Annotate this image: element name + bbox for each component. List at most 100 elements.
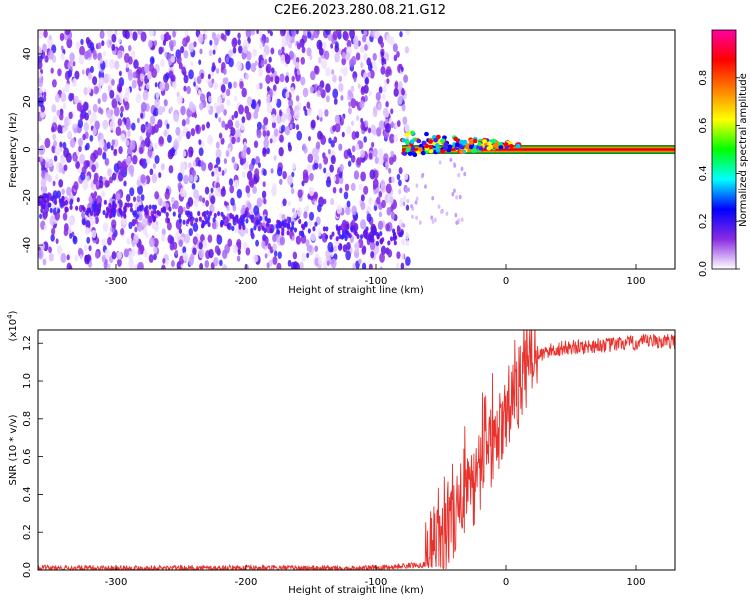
- spectrogram-noise-blob: [226, 30, 231, 36]
- spectrogram-noise-blob: [346, 95, 350, 101]
- spectrogram-noise-blob: [218, 116, 222, 123]
- spectrogram-noise-blob: [233, 110, 239, 119]
- spectrogram-noise-blob: [371, 60, 376, 68]
- spectrogram-noise-blob: [76, 197, 80, 203]
- spectrogram-noise-blob: [263, 138, 270, 149]
- spectrogram-noise-blob: [38, 60, 43, 70]
- signal-blob: [460, 166, 464, 172]
- spectrogram-noise-blob: [103, 199, 107, 205]
- spectrogram-noise-blob: [168, 165, 174, 174]
- spectrogram-noise-blob: [396, 251, 401, 260]
- spectrogram-noise-blob: [306, 163, 313, 174]
- spectrogram-noise-blob: [158, 46, 163, 55]
- spectrogram-noise-blob: [235, 120, 240, 129]
- spectrogram-noise-blob: [257, 162, 261, 168]
- signal-blob: [409, 139, 415, 144]
- spectrogram-noise-blob: [118, 70, 122, 77]
- spectrogram-noise-blob: [132, 31, 138, 41]
- spectrogram-noise-blob: [241, 217, 245, 223]
- spectrogram-noise-blob: [301, 232, 305, 238]
- spectrogram-noise-blob: [355, 143, 360, 152]
- spectrogram-noise-blob: [327, 148, 331, 155]
- spectrogram-noise-blob: [372, 52, 377, 61]
- spectrogram-noise-blob: [181, 119, 186, 127]
- spectrogram-noise-blob: [140, 123, 146, 133]
- spectrogram-noise-blob: [40, 177, 47, 188]
- spectrogram-noise-blob: [126, 202, 131, 208]
- spectrogram-noise-blob: [376, 196, 381, 205]
- spectrogram-noise-blob: [68, 118, 72, 125]
- spectrogram-noise-blob: [115, 126, 122, 137]
- spectrogram-noise-blob: [51, 79, 57, 88]
- spectrogram-noise-blob: [200, 160, 204, 167]
- spectrogram-noise-blob: [218, 166, 222, 172]
- spectrogram-noise-blob: [363, 185, 369, 195]
- spectrogram-noise-blob: [140, 174, 146, 184]
- signal-blob: [459, 149, 464, 154]
- spectrogram-noise-blob: [375, 240, 380, 247]
- spectrogram-noise-blob: [54, 211, 60, 221]
- spectrogram-noise-blob: [202, 239, 208, 249]
- spectrogram-noise-blob: [60, 45, 64, 51]
- spectrogram-noise-blob: [131, 79, 137, 89]
- spectrogram-noise-blob: [188, 42, 195, 53]
- spectrogram-noise-blob: [317, 229, 322, 237]
- spectrogram-noise-blob: [363, 136, 367, 143]
- spectrogram-noise-blob: [153, 245, 158, 254]
- spectrogram-noise-blob: [132, 71, 137, 79]
- spectrogram-noise-blob: [98, 202, 102, 208]
- snr-x-tick-label: -300: [105, 577, 128, 588]
- signal-blob: [451, 192, 455, 197]
- spectrogram-noise-blob: [129, 207, 134, 213]
- spectrogram-noise-blob: [89, 134, 94, 142]
- spectrogram-noise-blob: [87, 109, 92, 116]
- spectrogram-noise-blob: [178, 239, 183, 247]
- spectrogram-noise-blob: [154, 142, 158, 150]
- spectrogram-noise-blob: [108, 39, 112, 46]
- spectrogram-noise-blob: [393, 87, 399, 97]
- spectrogram-noise-blob: [129, 187, 135, 197]
- spectrogram-noise-blob: [232, 243, 238, 254]
- spectrogram-noise-blob: [270, 47, 275, 55]
- signal-blob: [421, 140, 427, 146]
- spectrogram-noise-blob: [341, 116, 345, 122]
- signal-blob: [487, 141, 492, 146]
- spectrogram-noise-blob: [291, 221, 295, 227]
- spectrogram-noise-blob: [199, 48, 203, 55]
- spectrogram-noise-blob: [369, 169, 376, 180]
- spectrogram-noise-blob: [262, 168, 267, 176]
- spectrogram-noise-blob: [236, 60, 243, 71]
- spectrogram-noise-blob: [232, 204, 237, 212]
- spectrogram-noise-blob: [368, 197, 373, 205]
- spectrogram-noise-blob: [111, 233, 116, 241]
- spectrogram-noise-blob: [170, 260, 175, 268]
- spectrogram-noise-blob: [177, 213, 182, 219]
- spectrogram-noise-blob: [85, 36, 90, 45]
- spectrogram-noise-blob: [361, 262, 367, 269]
- spectrogram-noise-blob: [195, 124, 200, 132]
- spectrogram-noise-blob: [103, 261, 108, 269]
- spectrogram-noise-blob: [378, 242, 382, 250]
- spectrogram-noise-blob: [272, 183, 277, 192]
- spectrogram-noise-blob: [256, 30, 260, 35]
- spectrogram-noise-blob: [70, 92, 75, 100]
- spectrogram-noise-blob: [154, 82, 158, 88]
- spectrogram-noise-blob: [140, 101, 147, 112]
- spectrogram-noise-blob: [73, 155, 77, 162]
- spectrogram-noise-blob: [333, 245, 338, 252]
- spectrogram-noise-blob: [350, 182, 356, 192]
- signal-blob: [401, 138, 407, 143]
- signal-blob: [434, 143, 440, 148]
- spectrogram-noise-blob: [385, 101, 389, 108]
- spectrogram-noise-blob: [387, 240, 391, 246]
- snr-y-tick-label: 0.0: [22, 562, 33, 578]
- spectrogram-noise-blob: [398, 167, 403, 175]
- spectrogram-noise-blob: [282, 171, 287, 180]
- spectrogram-noise-blob: [400, 66, 404, 72]
- spectrogram-noise-blob: [60, 92, 67, 103]
- signal-blob: [472, 138, 478, 144]
- signal-blob: [405, 147, 411, 153]
- spectrogram-noise-blob: [287, 200, 292, 207]
- spectrogram-noise-blob: [81, 204, 85, 211]
